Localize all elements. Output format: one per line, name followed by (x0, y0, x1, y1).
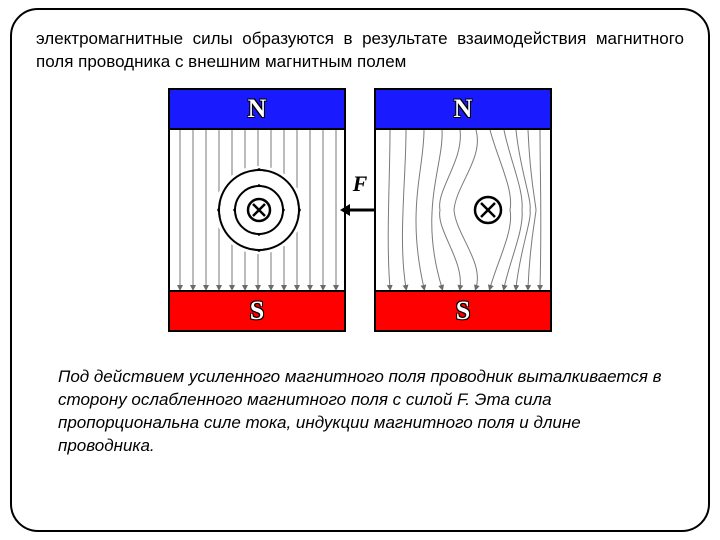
intro-text: электромагнитные силы образуются в резул… (36, 28, 684, 74)
pole-label-n: N (248, 94, 267, 124)
right-magnet: N (374, 88, 552, 332)
left-pole-n: N (170, 90, 344, 130)
diagram-area: N (36, 88, 684, 332)
left-pole-s: S (170, 290, 344, 330)
right-pole-n: N (376, 90, 550, 130)
right-pole-s: S (376, 290, 550, 330)
right-field-svg (376, 130, 550, 290)
pole-label-s: S (456, 296, 470, 326)
left-field (170, 130, 344, 290)
pole-label-s: S (250, 296, 264, 326)
slide-frame: электромагнитные силы образуются в резул… (10, 8, 710, 532)
pole-label-n: N (454, 94, 473, 124)
explanation-text: Под действием усиленного магнитного поля… (58, 366, 662, 458)
force-label: F (353, 171, 368, 197)
left-field-svg (170, 130, 344, 290)
right-field (376, 130, 550, 290)
force-arrow (340, 200, 380, 220)
left-magnet: N (168, 88, 346, 332)
